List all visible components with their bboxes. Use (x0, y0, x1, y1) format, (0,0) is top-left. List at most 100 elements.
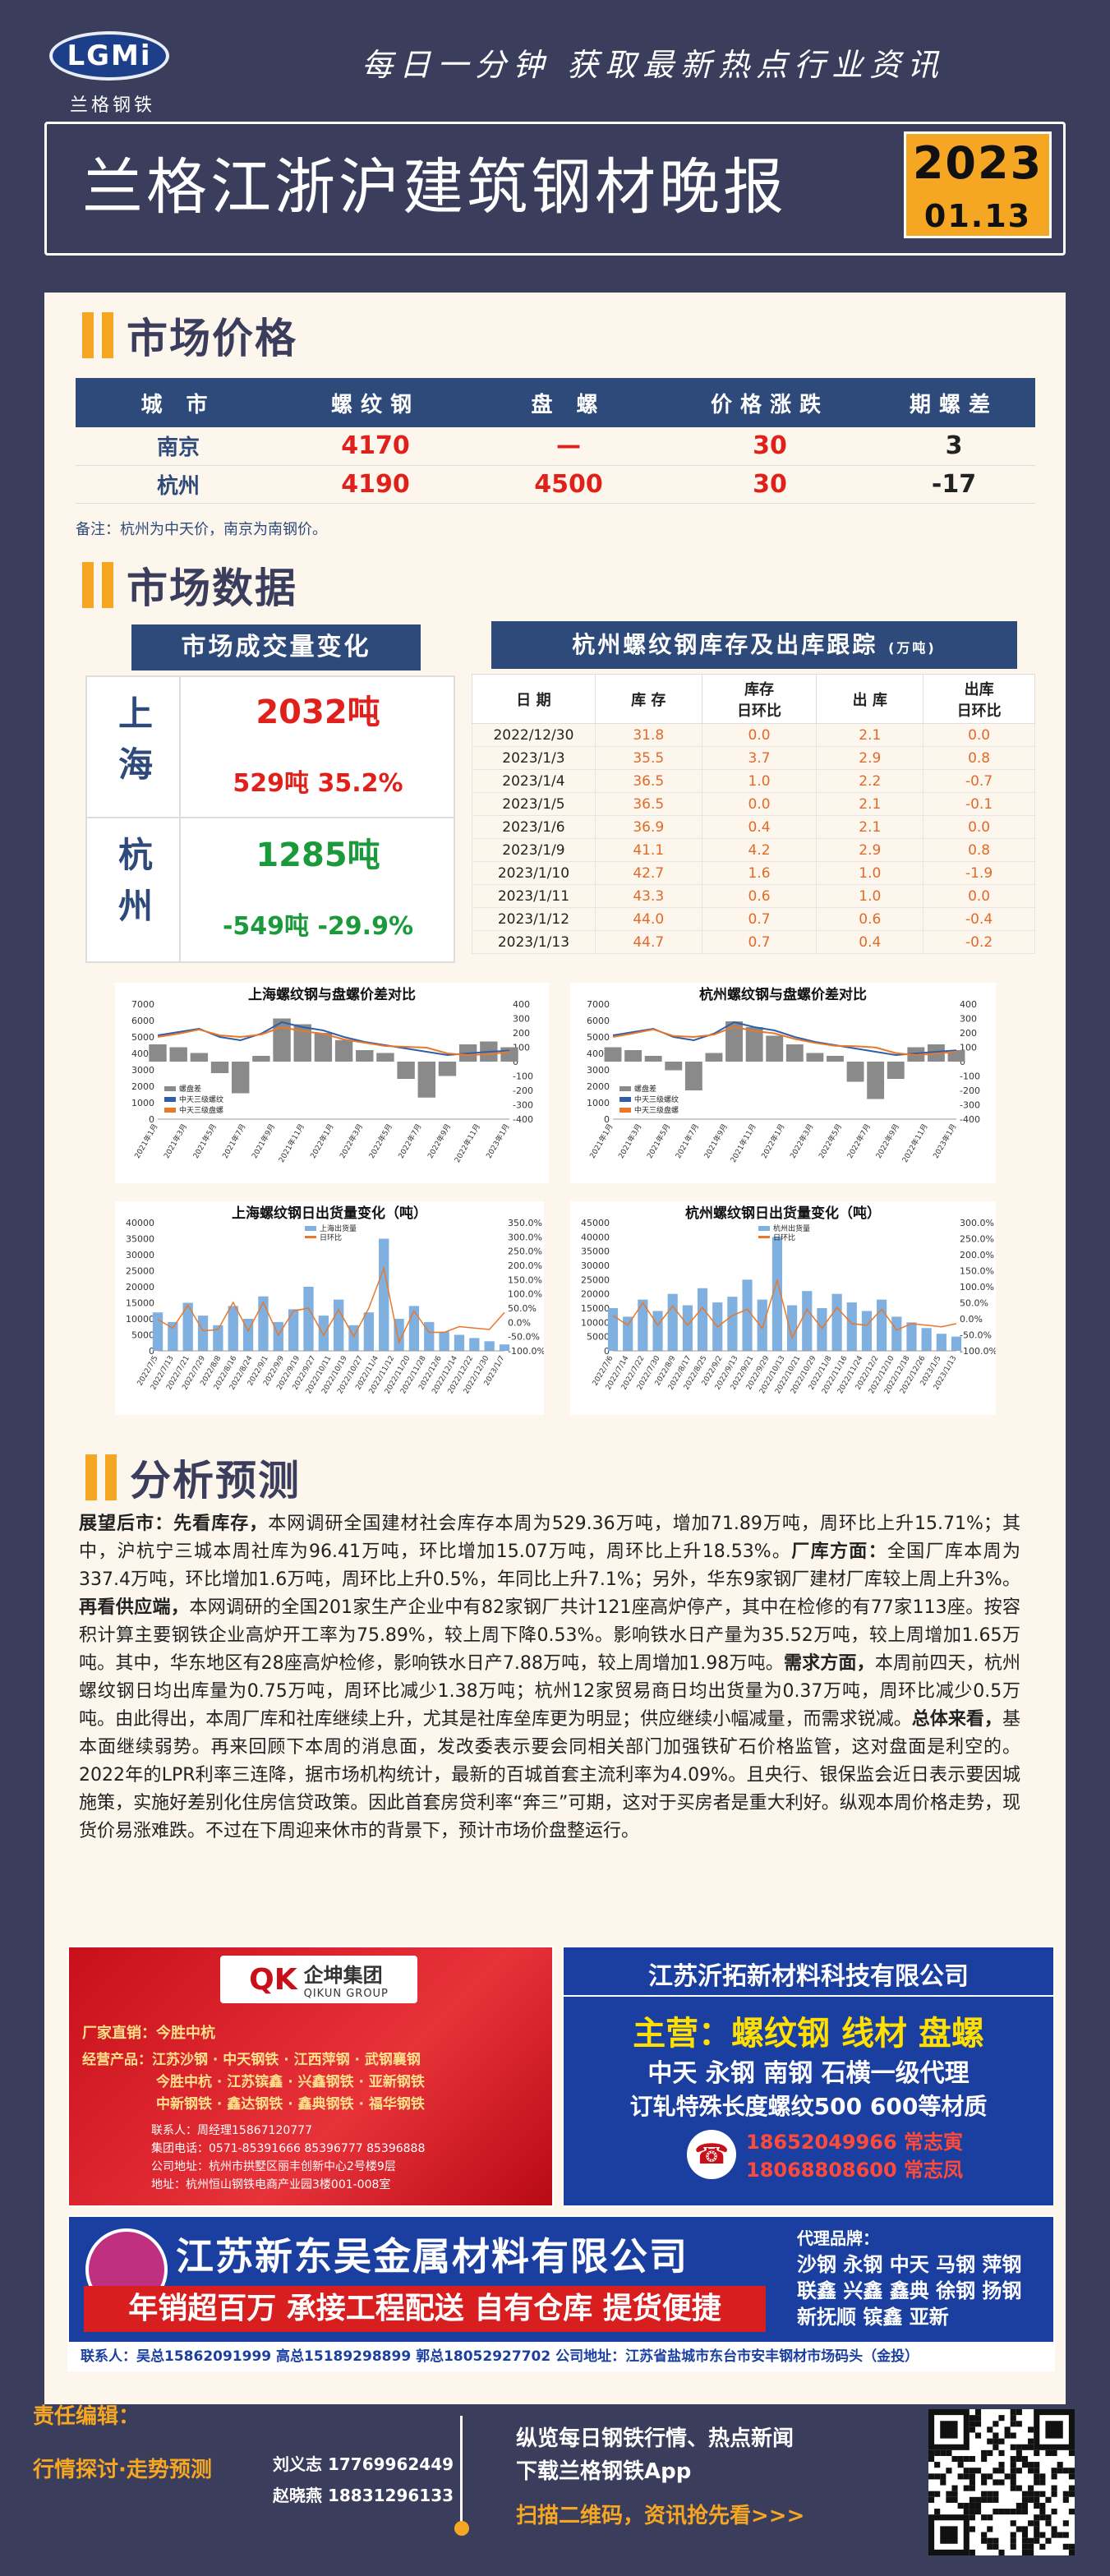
spread-bar (252, 1056, 270, 1062)
chart-svg: 杭州螺纹钢日出货量变化（吨） 45000 40000 35000 30000 25000 2… (581, 1205, 997, 1395)
y-tick-label: 5000 (587, 1332, 610, 1343)
editor-title: 责任编辑： (33, 2404, 140, 2429)
table-row: 2023/1/13 44.7 0.7 0.4 -0.2 (472, 930, 1035, 954)
cell-stock: 44.7 (594, 930, 702, 954)
col-out-dod: 出库 日环比 (923, 674, 1035, 724)
qr-module (1068, 2543, 1075, 2550)
qikun-logo: QK 企坤集团 QIKUN GROUP (220, 1956, 417, 2003)
volume-bar (742, 1279, 753, 1351)
spread-bar (417, 1062, 435, 1098)
col-change: 价格涨跌 (667, 378, 873, 427)
promo-line: 纵览每日钢铁行情、热点新闻 (516, 2426, 795, 2451)
section-marker (102, 312, 113, 358)
ad-qikun[interactable]: QK 企坤集团 QIKUN GROUP 厂家直销：今胜中杭 经营产品：江苏沙钢 … (67, 1946, 554, 2207)
volume-bar (906, 1322, 917, 1351)
qr-module (1016, 2409, 1022, 2416)
volume-bar (638, 1299, 648, 1351)
qr-code[interactable] (928, 2409, 1075, 2555)
volume-bar (213, 1325, 223, 1351)
qr-module (951, 2491, 958, 2497)
x-tick-label: 2023年1月 (484, 1122, 512, 1160)
x-tick-label: 2022年11月 (452, 1122, 482, 1164)
volume-bar (469, 1338, 480, 1351)
y-tick-label: 7000 (587, 999, 610, 1010)
qr-module (1045, 2537, 1052, 2544)
qr-module (928, 2449, 935, 2456)
qr-finder (1045, 2421, 1063, 2439)
cell-date: 2023/1/10 (472, 861, 596, 885)
spread-bar (766, 1035, 784, 1062)
qr-module (946, 2496, 952, 2503)
y-tick-label: 2000 (131, 1081, 154, 1092)
cell-out: 2.1 (816, 792, 924, 816)
qikun-addr: 公司地址：杭州市拱墅区丽丰创新中心2号楼9层 (151, 2160, 396, 2173)
volume-value: 2032吨 (256, 694, 380, 731)
y2-tick-label: -100.0% (960, 1346, 996, 1357)
volume-value: 1285吨 (256, 836, 380, 874)
qr-module (1010, 2444, 1016, 2450)
x-tick-label: 2021年3月 (162, 1122, 190, 1160)
qr-module (1039, 2532, 1046, 2538)
qr-module (1016, 2455, 1022, 2463)
qr-module (963, 2468, 970, 2474)
y2-tick-label: -400 (513, 1114, 533, 1125)
qr-module (1051, 2532, 1057, 2538)
chart-title: 上海螺纹钢与盘螺价差对比 (248, 986, 416, 1003)
qr-module (1051, 2473, 1057, 2480)
spread-bar (604, 1047, 622, 1062)
y-tick-label: 15000 (126, 1298, 154, 1309)
y-tick-label: 2000 (587, 1081, 610, 1092)
qr-module (969, 2426, 975, 2433)
y2-tick-label: -300 (960, 1100, 980, 1111)
analysis-body: 本网调研的全国201家生产企业中有82家钢厂共计121座高炉停产，其中在检修的有… (79, 1597, 1020, 1674)
ad-xindongwu[interactable]: 江苏新东吴金属材料有限公司 年销超百万 承接工程配送 自有仓库 提货便捷 代理品… (67, 2215, 1055, 2371)
chart-svg: 杭州螺纹钢与盘螺价差对比7000600050004000300020001000… (587, 986, 980, 1164)
y2-tick-label: -200 (960, 1085, 980, 1096)
x-tick-label: 2021年7月 (673, 1122, 701, 1160)
qr-module (993, 2432, 999, 2439)
volume-title: 市场成交量变化 (131, 624, 421, 670)
volume-bar (379, 1238, 389, 1351)
spread-bar (334, 1039, 353, 1062)
xindongwu-brands: 代理品牌： 沙钢 永钢 中天 马钢 萍钢 联鑫 兴鑫 鑫典 徐钢 扬钢 新抚顺 … (797, 2225, 1021, 2330)
promo-cta[interactable]: 扫描二维码，资讯抢先看>>> (516, 2504, 805, 2528)
qikun-mark: QK (249, 1962, 297, 1997)
cell-stock: 43.3 (594, 884, 702, 908)
qr-module (1034, 2449, 1040, 2456)
qr-module (993, 2468, 999, 2474)
qr-module (1045, 2449, 1052, 2456)
qr-module (1034, 2526, 1040, 2532)
cell-city: 南京 (76, 427, 281, 466)
footer-dot (454, 2521, 469, 2536)
table-row: 杭州 4190 4500 30 -17 (76, 465, 1035, 504)
analysis-lead: 展望后市： (79, 1514, 174, 1534)
y-tick-label: 6000 (587, 1016, 610, 1026)
col-city: 城 市 (76, 378, 281, 427)
y2-tick-label: 0 (960, 1057, 965, 1067)
qr-module (1062, 2520, 1069, 2527)
qr-module (1068, 2491, 1075, 2497)
y-tick-label: 4000 (131, 1048, 154, 1059)
x-tick-label: 2021年5月 (191, 1122, 219, 1160)
ad-yituo[interactable]: 江苏沂拓新材料科技有限公司 主营：螺纹钢 线材 盘螺 中天 永钢 南钢 石横一级… (562, 1946, 1055, 2207)
volume-bar (831, 1293, 842, 1351)
chart-title: 上海螺纹钢日出货量变化（吨） (232, 1205, 427, 1222)
qr-module (1021, 2537, 1029, 2544)
cell-change: 30 (667, 427, 873, 466)
qr-module (969, 2479, 975, 2486)
qr-module (934, 2509, 941, 2515)
qr-module (1034, 2496, 1040, 2503)
qr-module (981, 2532, 988, 2538)
x-tick-label: 2021年9月 (250, 1122, 278, 1160)
yituo-phone: 18652049966 常志寅 (746, 2131, 964, 2154)
qr-module (1039, 2491, 1046, 2497)
cell-out: 2.2 (816, 769, 924, 793)
cell-out: 1.0 (816, 861, 924, 885)
volume-bar (891, 1316, 902, 1351)
cell-stock: 31.8 (594, 723, 702, 747)
legend-swatch (758, 1226, 770, 1231)
y-tick-label: 15000 (581, 1303, 610, 1314)
qr-module (974, 2468, 982, 2474)
qr-module (969, 2455, 975, 2463)
qr-module (963, 2485, 970, 2491)
